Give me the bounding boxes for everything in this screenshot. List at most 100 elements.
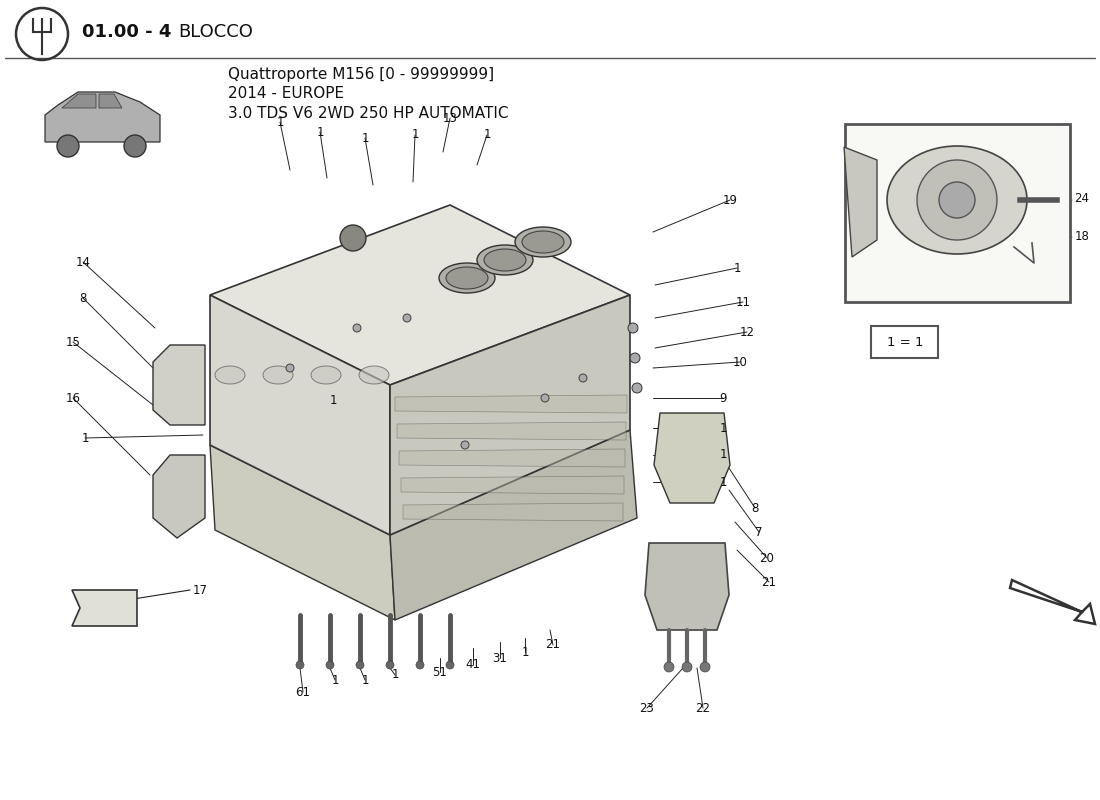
Text: 1: 1 <box>521 646 529 658</box>
Ellipse shape <box>439 263 495 293</box>
Text: 23: 23 <box>639 702 654 714</box>
Circle shape <box>386 661 394 669</box>
Text: 1: 1 <box>719 449 727 462</box>
Text: 1: 1 <box>81 431 89 445</box>
Text: 10: 10 <box>733 355 747 369</box>
Circle shape <box>630 353 640 363</box>
Text: 18: 18 <box>1075 230 1089 242</box>
Text: 8: 8 <box>751 502 759 514</box>
Ellipse shape <box>522 231 564 253</box>
Text: 19: 19 <box>723 194 737 206</box>
Text: 1: 1 <box>361 674 368 686</box>
Text: 1: 1 <box>317 126 323 138</box>
Text: 41: 41 <box>465 658 481 671</box>
Polygon shape <box>395 395 627 413</box>
Polygon shape <box>399 449 625 467</box>
Text: 1: 1 <box>329 394 337 406</box>
Circle shape <box>286 364 294 372</box>
FancyBboxPatch shape <box>845 124 1070 302</box>
Polygon shape <box>403 503 623 521</box>
Ellipse shape <box>359 366 389 384</box>
Polygon shape <box>153 345 205 425</box>
Text: 3.0 TDS V6 2WD 250 HP AUTOMATIC: 3.0 TDS V6 2WD 250 HP AUTOMATIC <box>228 106 508 121</box>
Text: 22: 22 <box>695 702 711 714</box>
Text: 01.00 - 4: 01.00 - 4 <box>82 23 172 41</box>
Text: 1: 1 <box>411 129 419 142</box>
Circle shape <box>664 662 674 672</box>
Ellipse shape <box>214 366 245 384</box>
Circle shape <box>296 661 304 669</box>
Text: 8: 8 <box>79 291 87 305</box>
Text: 1: 1 <box>734 262 740 274</box>
Ellipse shape <box>477 245 534 275</box>
Circle shape <box>353 324 361 332</box>
Ellipse shape <box>887 146 1027 254</box>
Text: 1 = 1: 1 = 1 <box>887 335 923 349</box>
Circle shape <box>403 314 411 322</box>
Polygon shape <box>390 430 637 620</box>
Polygon shape <box>402 476 624 494</box>
Polygon shape <box>72 590 138 626</box>
Text: 20: 20 <box>760 551 774 565</box>
Polygon shape <box>45 92 159 142</box>
Text: 21: 21 <box>546 638 561 651</box>
Ellipse shape <box>515 227 571 257</box>
Text: 11: 11 <box>736 295 750 309</box>
Text: 15: 15 <box>66 335 80 349</box>
Circle shape <box>579 374 587 382</box>
Circle shape <box>446 661 454 669</box>
Text: BLOCCO: BLOCCO <box>178 23 253 41</box>
Text: 1: 1 <box>361 131 368 145</box>
Circle shape <box>124 135 146 157</box>
Text: 12: 12 <box>739 326 755 338</box>
Circle shape <box>461 441 469 449</box>
Circle shape <box>416 661 424 669</box>
Text: 31: 31 <box>493 651 507 665</box>
Text: 1: 1 <box>392 669 398 682</box>
Circle shape <box>632 383 642 393</box>
Text: 17: 17 <box>192 583 208 597</box>
Text: Quattroporte M156 [0 - 99999999]: Quattroporte M156 [0 - 99999999] <box>228 67 494 82</box>
Ellipse shape <box>446 267 488 289</box>
Polygon shape <box>153 455 205 538</box>
Text: 2014 - EUROPE: 2014 - EUROPE <box>228 86 344 102</box>
Text: 14: 14 <box>76 255 90 269</box>
Circle shape <box>541 394 549 402</box>
Circle shape <box>356 661 364 669</box>
Text: 9: 9 <box>719 391 727 405</box>
Polygon shape <box>62 94 96 108</box>
Ellipse shape <box>311 366 341 384</box>
Ellipse shape <box>484 249 526 271</box>
Text: 21: 21 <box>761 575 777 589</box>
Circle shape <box>700 662 710 672</box>
Text: 1: 1 <box>483 129 491 142</box>
Ellipse shape <box>263 366 293 384</box>
Text: 1: 1 <box>276 115 284 129</box>
Circle shape <box>682 662 692 672</box>
Circle shape <box>57 135 79 157</box>
Text: 51: 51 <box>432 666 448 678</box>
Text: 1: 1 <box>719 422 727 434</box>
Circle shape <box>939 182 975 218</box>
Circle shape <box>340 225 366 251</box>
Polygon shape <box>654 413 730 503</box>
Polygon shape <box>99 94 122 108</box>
Polygon shape <box>210 445 395 620</box>
Polygon shape <box>844 147 877 257</box>
Circle shape <box>628 323 638 333</box>
Text: 16: 16 <box>66 391 80 405</box>
Text: 1: 1 <box>719 475 727 489</box>
Polygon shape <box>397 422 626 440</box>
Polygon shape <box>645 543 729 630</box>
Circle shape <box>917 160 997 240</box>
Text: 7: 7 <box>756 526 762 538</box>
Polygon shape <box>210 295 390 535</box>
Polygon shape <box>210 205 630 385</box>
FancyBboxPatch shape <box>871 326 938 358</box>
Polygon shape <box>390 295 630 535</box>
Text: 13: 13 <box>442 111 458 125</box>
Text: 61: 61 <box>296 686 310 698</box>
Text: 1: 1 <box>331 674 339 686</box>
Text: 24: 24 <box>1075 193 1089 206</box>
Circle shape <box>326 661 334 669</box>
